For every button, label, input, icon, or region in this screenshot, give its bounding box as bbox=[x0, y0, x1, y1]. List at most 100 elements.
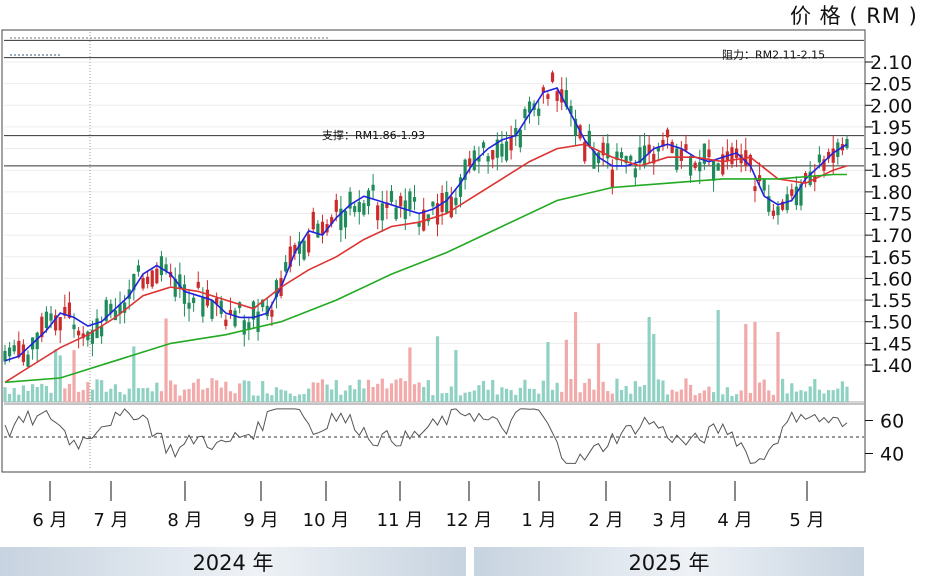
volume-bar bbox=[389, 383, 394, 402]
candle-body bbox=[141, 277, 145, 289]
volume-bar bbox=[348, 385, 352, 402]
volume-bar bbox=[725, 387, 729, 402]
ma-line-3 bbox=[4, 173, 847, 384]
volume-bar bbox=[265, 393, 269, 402]
volume-bar bbox=[500, 387, 504, 402]
candle-body bbox=[477, 157, 481, 162]
y-tick-label: 2.10 bbox=[870, 52, 912, 74]
candle-body bbox=[753, 186, 757, 192]
volume-bar bbox=[504, 388, 509, 402]
candle-body bbox=[610, 169, 614, 188]
candle-body bbox=[550, 72, 555, 82]
volume-bar bbox=[343, 390, 348, 402]
volume-bar bbox=[771, 394, 775, 402]
price-panel-frame bbox=[1, 29, 866, 473]
volume-bar bbox=[201, 389, 205, 402]
candle-body bbox=[454, 197, 458, 206]
volume-bar bbox=[215, 380, 219, 402]
candle-body bbox=[826, 151, 831, 159]
volume-bar bbox=[196, 378, 200, 402]
volume-bar bbox=[380, 378, 384, 402]
candle-body bbox=[633, 168, 637, 178]
volume-bar bbox=[376, 383, 380, 402]
candle-body bbox=[270, 309, 274, 317]
candle-body bbox=[426, 214, 430, 222]
ma-line-2 bbox=[4, 143, 848, 383]
candle-body bbox=[293, 244, 297, 254]
volume-bar bbox=[150, 391, 154, 402]
month-label: 4 月 bbox=[717, 510, 752, 531]
volume-bar bbox=[826, 390, 831, 402]
candle-body bbox=[431, 201, 435, 207]
candle-body bbox=[817, 154, 821, 163]
candle-body bbox=[684, 144, 688, 151]
volume-bar bbox=[573, 312, 578, 402]
candle-body bbox=[182, 284, 187, 304]
candle-body bbox=[40, 316, 44, 338]
candle-body bbox=[661, 139, 665, 147]
volume-bar bbox=[739, 390, 743, 402]
month-label: 9 月 bbox=[243, 510, 278, 531]
candle-body bbox=[679, 149, 683, 161]
volume-bar bbox=[514, 394, 518, 402]
candle-body bbox=[468, 158, 472, 167]
indicator-tick-label: 40 bbox=[880, 444, 904, 466]
volume-bar bbox=[744, 323, 748, 402]
volume-bar bbox=[353, 389, 357, 402]
volume-bar bbox=[629, 393, 633, 402]
annotations: 阻力：RM2.11-2.15 支撑：RM1.86-1.93 bbox=[322, 48, 825, 141]
volume-bar bbox=[564, 339, 568, 402]
volume-bar bbox=[109, 388, 113, 402]
month-label: 5 月 bbox=[789, 510, 824, 531]
volume-bar bbox=[233, 393, 237, 402]
volume-bar bbox=[550, 389, 555, 402]
volume-bar bbox=[297, 394, 302, 402]
chart-header-lines bbox=[10, 37, 330, 56]
candle-body bbox=[546, 94, 550, 99]
candle-body bbox=[302, 240, 306, 260]
y-tick-label: 1.95 bbox=[870, 117, 912, 139]
candle-body bbox=[371, 184, 375, 191]
volume-bar bbox=[730, 395, 734, 402]
candle-body bbox=[274, 280, 279, 298]
candle-body bbox=[256, 311, 260, 332]
volume-bar bbox=[537, 393, 541, 402]
resistance-label: 阻力：RM2.11-2.15 bbox=[722, 48, 825, 61]
volume-bar bbox=[17, 394, 21, 402]
volume-bar bbox=[845, 386, 849, 402]
volume-bar bbox=[624, 385, 628, 402]
volume-bar bbox=[307, 388, 311, 402]
candle-body bbox=[771, 210, 775, 216]
candle-body bbox=[307, 234, 311, 253]
candle-body bbox=[762, 179, 766, 191]
volume-bar bbox=[555, 382, 559, 402]
month-label: 1 月 bbox=[521, 510, 556, 531]
volume-bar bbox=[431, 395, 435, 402]
y-tick-label: 1.75 bbox=[870, 204, 912, 226]
candle-body bbox=[155, 268, 159, 284]
volume-bar bbox=[688, 384, 693, 402]
volume-bar bbox=[840, 381, 845, 402]
volume-bar bbox=[610, 393, 614, 402]
candle-body bbox=[261, 299, 265, 308]
candle-body bbox=[587, 130, 591, 147]
volume-bar bbox=[261, 381, 265, 402]
candle-body bbox=[619, 152, 624, 158]
candle-body bbox=[12, 345, 16, 352]
candle-body bbox=[693, 162, 697, 169]
candle-body bbox=[394, 207, 398, 220]
candle-body bbox=[316, 223, 320, 238]
volume-bar bbox=[316, 382, 320, 402]
month-label: 7 月 bbox=[93, 510, 128, 531]
y-tick-label: 1.50 bbox=[870, 312, 912, 334]
volume-bar bbox=[205, 388, 210, 402]
volume-bar bbox=[3, 387, 7, 402]
candle-body bbox=[380, 203, 384, 221]
candle-body bbox=[463, 159, 467, 180]
volume-bar bbox=[569, 378, 573, 402]
candle-body bbox=[518, 129, 522, 148]
volume-bar bbox=[495, 394, 499, 402]
candle-body bbox=[72, 324, 76, 330]
candle-body bbox=[527, 101, 532, 113]
y-tick-label: 1.55 bbox=[870, 290, 912, 312]
